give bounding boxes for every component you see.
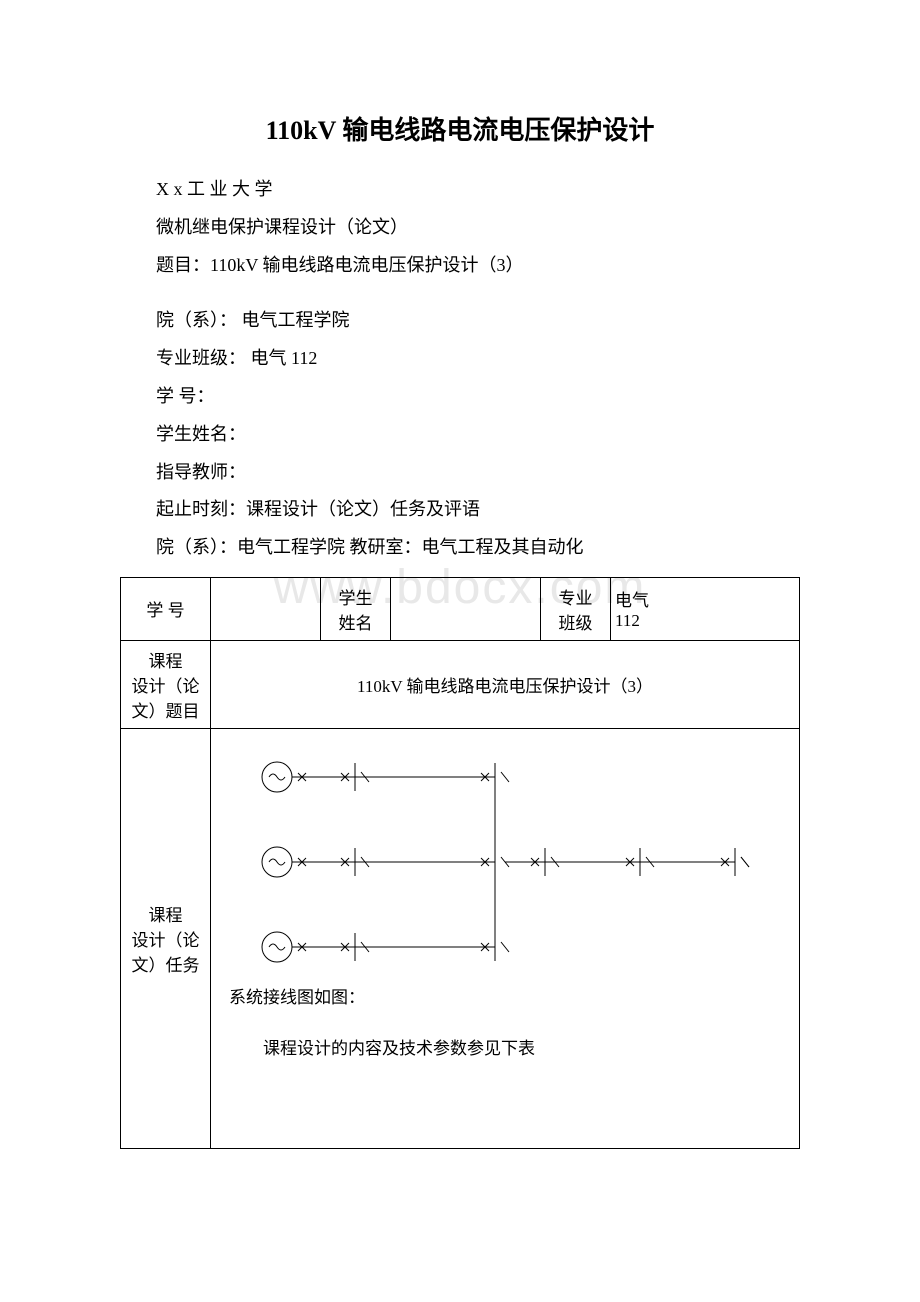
table-row: 课程 设计（论 文）题目 110kV 输电线路电流电压保护设计（3） — [121, 640, 800, 728]
table-row: 学 号 学生 姓名 专业 班级 电气 112 — [121, 577, 800, 640]
line-university: X x 工 业 大 学 — [120, 171, 800, 209]
cell-task-label: 课程 设计（论 文）任务 — [121, 728, 211, 1148]
cell-task-content: 系统接线图如图： 课程设计的内容及技术参数参见下表 — [211, 728, 800, 1148]
cell-class-value: 电气 112 — [611, 577, 800, 640]
cell-id-value — [211, 577, 321, 640]
cell-id-label: 学 号 — [121, 577, 211, 640]
info-table: 学 号 学生 姓名 专业 班级 电气 112 课程 设计（论 文）题目 110k… — [120, 577, 800, 1149]
cell-topic-label: 课程 设计（论 文）题目 — [121, 640, 211, 728]
line-topic: 题目：110kV 输电线路电流电压保护设计（3） — [120, 247, 800, 285]
line-dept-office: 院（系）：电气工程学院 教研室：电气工程及其自动化 — [120, 529, 800, 567]
cell-name-label: 学生 姓名 — [321, 577, 391, 640]
document-content: 110kV 输电线路电流电压保护设计 X x 工 业 大 学 微机继电保护课程设… — [120, 110, 800, 1149]
line-department: 院（系）： 电气工程学院 — [120, 302, 800, 340]
circuit-diagram — [245, 747, 765, 977]
cell-class-label: 专业 班级 — [541, 577, 611, 640]
line-teacher: 指导教师： — [120, 454, 800, 492]
line-class: 专业班级： 电气 112 — [120, 340, 800, 378]
cell-topic-value: 110kV 输电线路电流电压保护设计（3） — [211, 640, 800, 728]
cell-name-value — [391, 577, 541, 640]
line-duration: 起止时刻：课程设计（论文）任务及评语 — [120, 491, 800, 529]
line-student-name: 学生姓名： — [120, 416, 800, 454]
line-course: 微机继电保护课程设计（论文） — [120, 209, 800, 247]
line-student-id: 学 号： — [120, 378, 800, 416]
page-title: 110kV 输电线路电流电压保护设计 — [120, 110, 800, 147]
table-row: 课程 设计（论 文）任务 系统接线图如图： 课程设计的内容及技术参数参见下表 — [121, 728, 800, 1148]
diagram-caption: 系统接线图如图： — [229, 983, 781, 1008]
diagram-subcaption: 课程设计的内容及技术参数参见下表 — [229, 1034, 781, 1059]
